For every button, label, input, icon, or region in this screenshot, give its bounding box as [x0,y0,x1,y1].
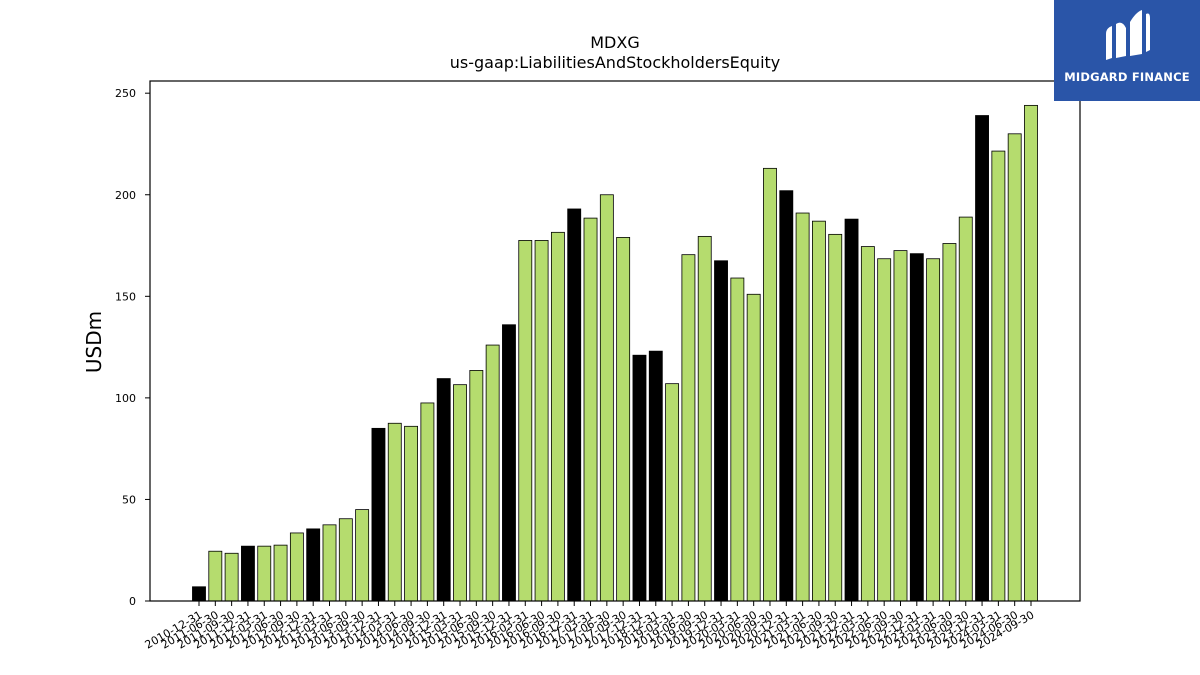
bar-2017-03-31 [583,217,598,602]
bar-2019-12-31 [714,260,728,602]
bar-2012-06-30 [273,544,288,602]
bar-2022-06-30 [877,258,892,602]
y-tick-label: 150 [115,290,136,303]
bar-2023-03-31 [926,258,941,602]
x-axis: 2010-12-312011-06-302011-09-302011-12-31… [143,601,1037,652]
bar-2014-03-31 [387,422,402,602]
bar-2024-09-30 [1024,104,1038,602]
bar-2020-09-30 [763,167,777,602]
y-tick-label: 0 [129,595,136,608]
y-tick-label: 200 [115,189,136,202]
bar-2012-09-30 [289,532,304,602]
bars-group [192,104,1038,602]
bar-2014-12-31 [436,378,451,602]
y-axis-label: USDm [82,311,106,373]
chart-title: MDXG [590,33,639,52]
bar-2023-12-31 [975,115,989,602]
bar-2014-06-30 [404,425,418,602]
bar-2017-09-30 [616,237,631,602]
bar-2021-03-31 [795,212,810,602]
bar-2018-12-31 [648,350,663,602]
midgard-finance-logo: MIDGARD FINANCE [1054,0,1200,101]
bar-2013-06-30 [338,518,353,602]
bar-2017-06-30 [599,194,614,602]
chart-subtitle: us-gaap:LiabilitiesAndStockholdersEquity [450,53,781,72]
bar-2020-12-31 [779,190,794,602]
bar-2011-12-31 [241,545,255,602]
bar-2014-09-30 [420,402,435,602]
y-tick-label: 50 [122,493,136,506]
bar-2016-06-30 [534,240,549,602]
bar-2020-03-31 [730,277,745,602]
bar-2016-03-31 [518,240,533,602]
bar-2016-12-31 [567,208,582,602]
bar-2021-12-31 [844,218,859,602]
bar-2011-06-30 [208,550,223,602]
bar-2010-12-31 [192,586,206,602]
midgard-m-logo-icon [1106,10,1150,60]
bar-2011-09-30 [224,552,239,602]
y-axis: 0 50 100 150 200 250 [115,87,150,608]
bar-2015-06-30 [469,370,484,602]
bar-2022-03-31 [860,246,875,602]
bar-2017-12-31 [632,354,647,602]
bar-2012-03-31 [257,545,272,602]
bar-2024-06-30 [1007,133,1022,602]
bar-2023-09-30 [958,216,973,602]
logo-text: MIDGARD FINANCE [1064,70,1190,84]
bar-2015-09-30 [485,344,500,602]
plot-frame [149,80,1081,602]
bar-2021-06-30 [812,220,826,602]
bar-2015-03-31 [453,384,467,602]
bar-2019-09-30 [697,235,712,602]
y-tick-label: 250 [115,87,136,100]
bar-2024-03-31 [991,150,1006,602]
bar-2022-09-30 [893,250,908,602]
bar-2013-09-30 [355,509,370,602]
bar-2019-03-31 [665,383,680,602]
bar-2013-03-31 [322,524,337,602]
bar-2023-06-30 [942,243,957,602]
y-tick-label: 100 [115,392,136,405]
bar-2020-06-30 [746,293,761,602]
bar-2015-12-31 [502,324,516,602]
bar-2016-09-30 [550,231,565,602]
bar-2022-12-31 [909,253,924,602]
bar-2013-12-31 [371,427,386,602]
bar-2019-06-30 [681,254,696,602]
bar-2012-12-31 [306,528,321,602]
bar-2021-09-30 [828,233,843,602]
